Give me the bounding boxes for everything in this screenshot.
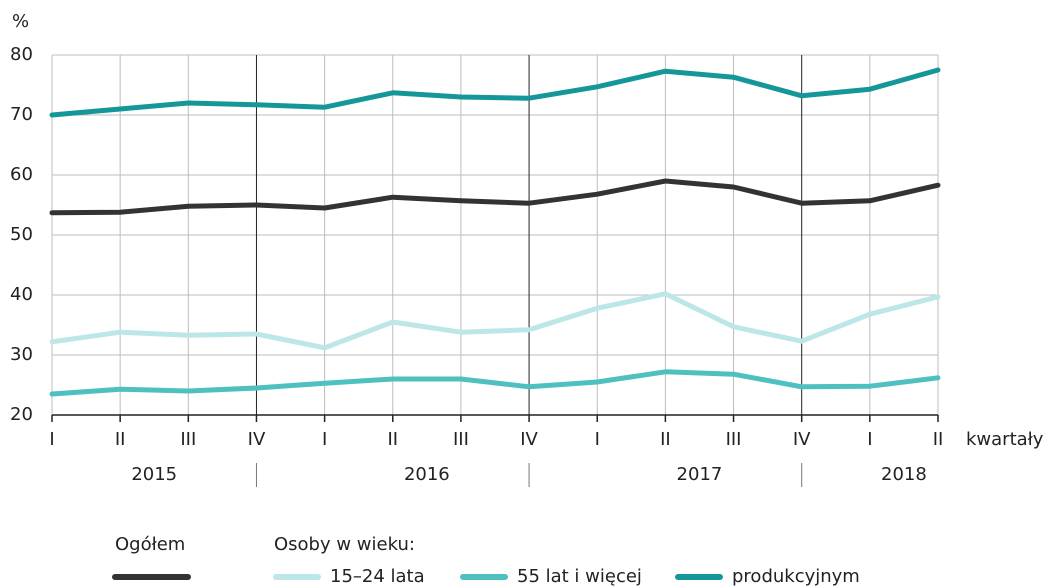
x-tick-label: II (660, 429, 671, 450)
x-tick-label: IV (793, 429, 811, 450)
legend-label: 55 lat i więcej (517, 566, 642, 587)
year-label: 2018 (881, 464, 927, 485)
x-tick-label: IV (248, 429, 266, 450)
series-line (49, 178, 941, 216)
x-tick-label: I (49, 429, 54, 450)
legend-group-title: Osoby w wieku: (274, 534, 415, 555)
x-axis-label: kwartały (966, 429, 1044, 450)
y-tick-label: 50 (10, 224, 33, 245)
legend-label: produkcyjnym (732, 566, 860, 587)
x-tick-label: II (387, 429, 398, 450)
y-tick-label: 80 (10, 44, 33, 65)
x-tick-label: III (453, 429, 469, 450)
y-tick-label: 20 (10, 404, 33, 425)
series-line (49, 291, 941, 351)
x-tick-label: I (322, 429, 327, 450)
y-tick-label: 40 (10, 284, 33, 305)
legend-label: 15–24 lata (330, 566, 425, 587)
x-tick-label: III (726, 429, 742, 450)
y-tick-label: 70 (10, 104, 33, 125)
y-tick-label: 30 (10, 344, 33, 365)
series-line (49, 369, 941, 397)
unit-label: % (12, 11, 29, 32)
legend-label: Ogółem (115, 534, 185, 555)
series-line (49, 67, 941, 118)
x-tick-label: I (867, 429, 872, 450)
year-label: 2015 (131, 464, 177, 485)
x-tick-label: II (933, 429, 944, 450)
year-label: 2017 (677, 464, 723, 485)
x-tick-label: IV (520, 429, 538, 450)
x-tick-label: I (595, 429, 600, 450)
year-label: 2016 (404, 464, 450, 485)
y-tick-label: 60 (10, 164, 33, 185)
x-tick-label: II (115, 429, 126, 450)
x-tick-label: III (180, 429, 196, 450)
